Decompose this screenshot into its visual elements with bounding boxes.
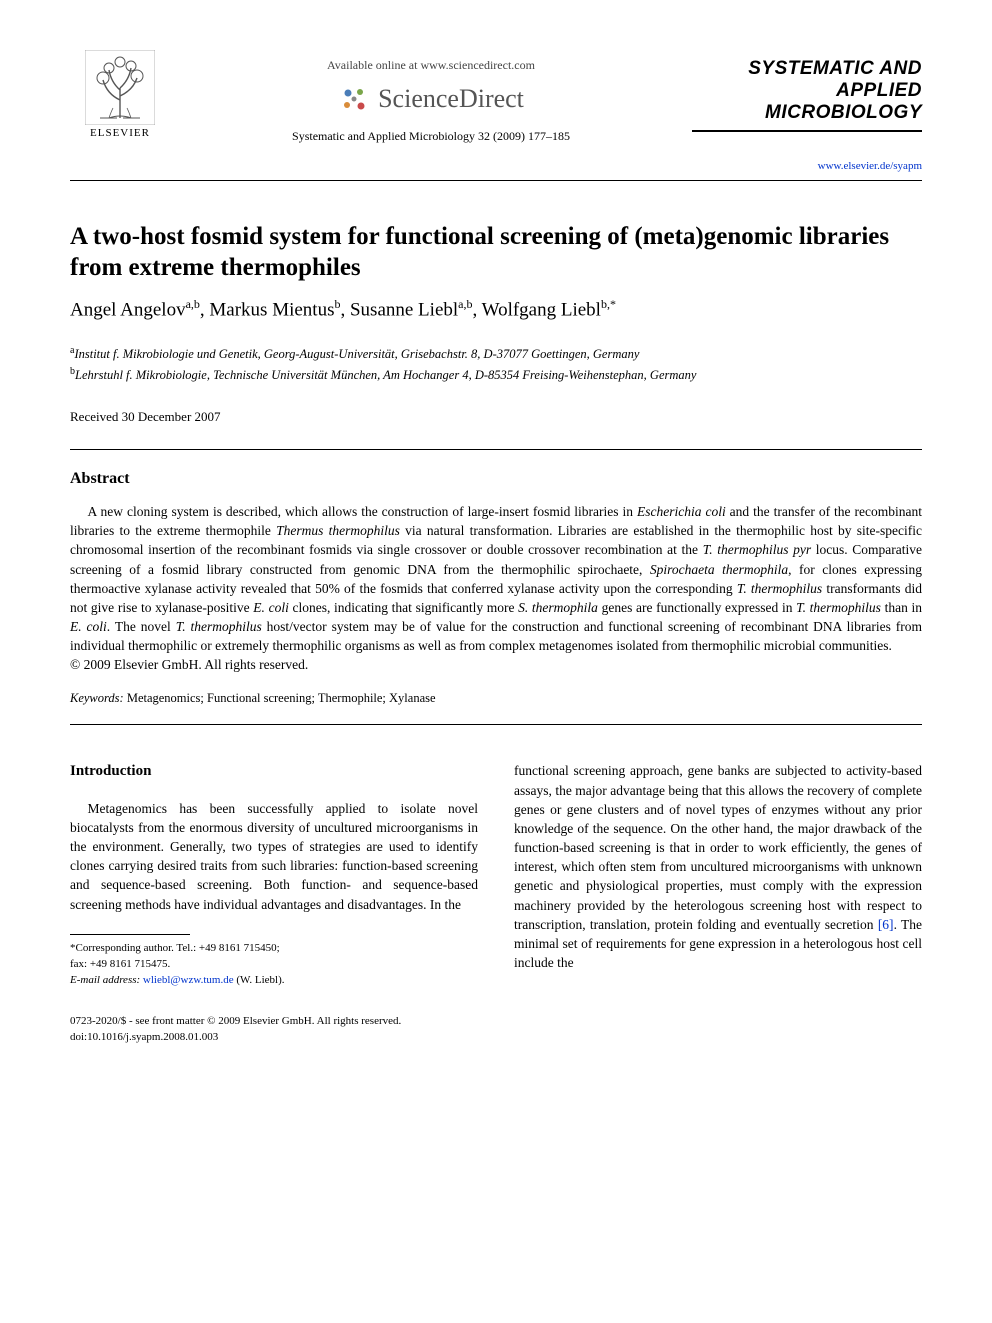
affiliation-b-text: Lehrstuhl f. Mikrobiologie, Technische U… [75,368,696,382]
footnote-rule [70,934,190,935]
elsevier-label: ELSEVIER [90,127,150,139]
corresponding-author-footnote: *Corresponding author. Tel.: +49 8161 71… [70,941,478,989]
journal-name-line1: SYSTEMATIC AND [748,58,922,79]
abstract-rule-top [70,449,922,450]
affiliation-b: bLehrstuhl f. Mikrobiologie, Technische … [70,364,922,385]
journal-url-link[interactable]: www.elsevier.de/syapm [692,160,922,172]
abstract-body: A new cloning system is described, which… [70,502,922,655]
introduction-heading: Introduction [70,761,478,782]
keywords-text: Metagenomics; Functional screening; Ther… [124,691,436,705]
keywords-line: Keywords: Metagenomics; Functional scree… [70,691,922,706]
article-page: ELSEVIER Available online at www.science… [0,0,992,1085]
column-left: Introduction Metagenomics has been succe… [70,761,478,988]
page-header: ELSEVIER Available online at www.science… [70,50,922,172]
intro-para-col2: functional screening approach, gene bank… [514,761,922,972]
doi-line: doi:10.1016/j.syapm.2008.01.003 [70,1030,922,1045]
footnote-email-who: (W. Liebl). [234,974,285,986]
header-rule [70,180,922,181]
footnote-tel: *Corresponding author. Tel.: +49 8161 71… [70,941,478,957]
article-authors: Angel Angelova,b, Markus Mientusb, Susan… [70,297,922,321]
front-matter-line1: 0723-2020/$ - see front matter © 2009 El… [70,1014,922,1029]
footnote-email-line: E-mail address: wliebl@wzw.tum.de (W. Li… [70,973,478,989]
header-center: Available online at www.sciencedirect.co… [170,50,692,144]
abstract-rule-bottom [70,724,922,725]
sciencedirect-icon [338,83,370,115]
footnote-email-link[interactable]: wliebl@wzw.tum.de [143,974,234,986]
intro-para-col1: Metagenomics has been successfully appli… [70,799,478,914]
elsevier-tree-icon [85,50,155,125]
elsevier-logo-block: ELSEVIER [70,50,170,139]
journal-name: SYSTEMATIC AND APPLIED MICROBIOLOGY [692,58,922,124]
affiliation-a: aInstitut f. Mikrobiologie und Genetik, … [70,343,922,364]
available-online-text: Available online at www.sciencedirect.co… [170,58,692,73]
column-right: functional screening approach, gene bank… [514,761,922,988]
journal-citation: Systematic and Applied Microbiology 32 (… [170,129,692,144]
journal-name-line2: APPLIED MICROBIOLOGY [765,80,922,123]
footnote-fax: fax: +49 8161 715475. [70,957,478,973]
body-columns: Introduction Metagenomics has been succe… [70,761,922,988]
abstract-copyright: © 2009 Elsevier GmbH. All rights reserve… [70,657,922,673]
sciencedirect-brand: ScienceDirect [170,83,692,115]
footnote-email-label: E-mail address: [70,974,140,986]
affiliation-a-text: Institut f. Mikrobiologie und Genetik, G… [74,348,639,362]
received-date: Received 30 December 2007 [70,409,922,425]
sciencedirect-text: ScienceDirect [378,84,524,114]
journal-title-block: SYSTEMATIC AND APPLIED MICROBIOLOGY www.… [692,50,922,172]
article-title: A two-host fosmid system for functional … [70,221,922,284]
front-matter-info: 0723-2020/$ - see front matter © 2009 El… [70,1014,922,1045]
keywords-label: Keywords: [70,691,124,705]
abstract-heading: Abstract [70,470,922,488]
